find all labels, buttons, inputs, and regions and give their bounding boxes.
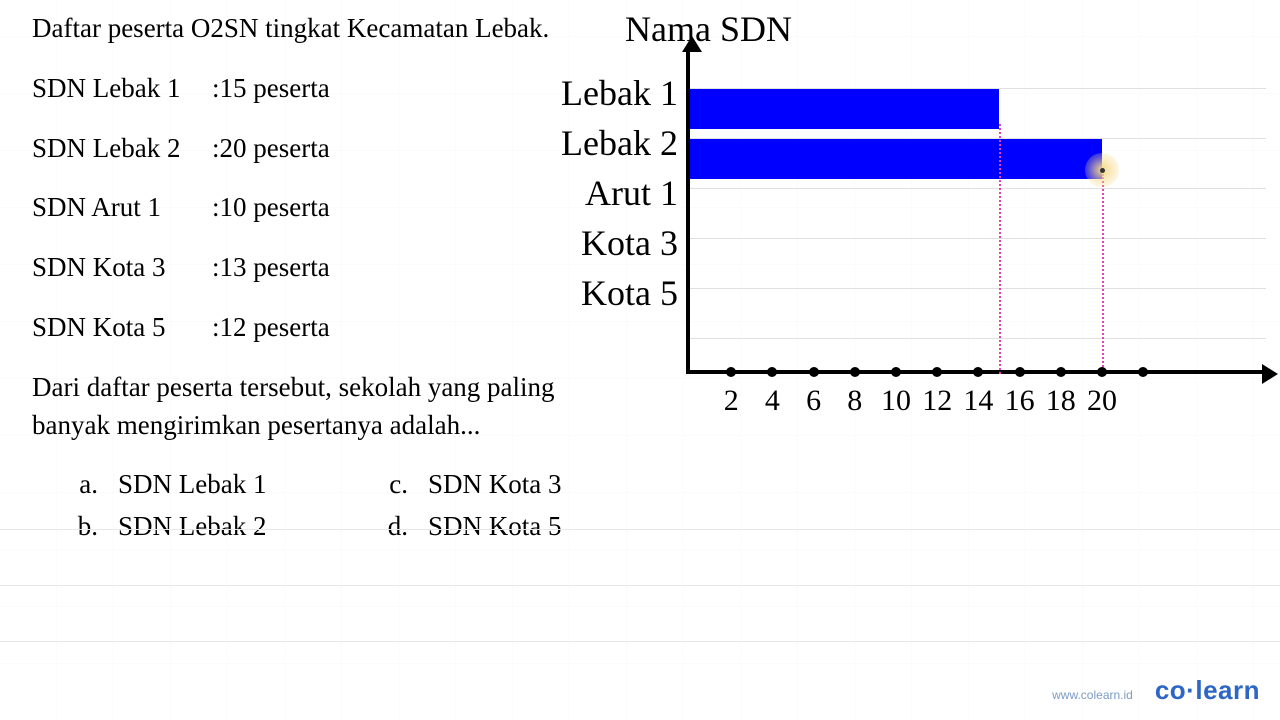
grid-line xyxy=(690,338,1266,339)
y-axis-title: Nama SDN xyxy=(625,8,792,50)
x-tick-label: 8 xyxy=(847,384,862,418)
x-tick xyxy=(973,367,983,377)
option-d: d.SDN Kota 5 xyxy=(386,508,696,546)
grid-line xyxy=(690,238,1266,239)
grid-line xyxy=(690,288,1266,289)
question-text: Dari daftar peserta tersebut, sekolah ya… xyxy=(32,369,602,445)
x-tick xyxy=(1097,367,1107,377)
x-tick-label: 14 xyxy=(963,384,993,418)
chart-bar xyxy=(690,89,999,129)
x-tick xyxy=(809,367,819,377)
x-tick-label: 10 xyxy=(881,384,911,418)
x-tick xyxy=(1015,367,1025,377)
x-tick xyxy=(891,367,901,377)
x-tick-label: 2 xyxy=(724,384,739,418)
footer-url: www.colearn.id xyxy=(1052,688,1133,702)
x-tick-label: 20 xyxy=(1087,384,1117,418)
y-axis-labels: Lebak 1 Lebak 2 Arut 1 Kota 3 Kota 5 xyxy=(520,68,678,318)
x-tick xyxy=(1056,367,1066,377)
x-tick xyxy=(850,367,860,377)
answer-options: a.SDN Lebak 1 c.SDN Kota 3 b.SDN Lebak 2… xyxy=(76,466,672,546)
ruled-line xyxy=(0,529,1280,530)
bar-chart: Nama SDN Lebak 1 Lebak 2 Arut 1 Kota 3 K… xyxy=(520,8,1280,428)
option-b: b.SDN Lebak 2 xyxy=(76,508,386,546)
ruled-line xyxy=(0,641,1280,642)
grid-line xyxy=(690,188,1266,189)
option-c: c.SDN Kota 3 xyxy=(386,466,696,504)
ruled-line xyxy=(0,585,1280,586)
highlight-dot xyxy=(1100,168,1105,173)
x-tick-label: 12 xyxy=(922,384,952,418)
x-tick xyxy=(726,367,736,377)
reference-line xyxy=(999,124,1001,374)
reference-line xyxy=(1102,174,1104,374)
x-tick-label: 18 xyxy=(1046,384,1076,418)
x-tick xyxy=(932,367,942,377)
x-tick-label: 4 xyxy=(765,384,780,418)
footer-logo: co·learn xyxy=(1155,675,1260,706)
chart-bar xyxy=(690,139,1102,179)
option-a: a.SDN Lebak 1 xyxy=(76,466,386,504)
x-tick xyxy=(767,367,777,377)
x-tick xyxy=(1138,367,1148,377)
x-tick-label: 6 xyxy=(806,384,821,418)
footer: www.colearn.id co·learn xyxy=(1052,675,1260,706)
x-tick-label: 16 xyxy=(1005,384,1035,418)
